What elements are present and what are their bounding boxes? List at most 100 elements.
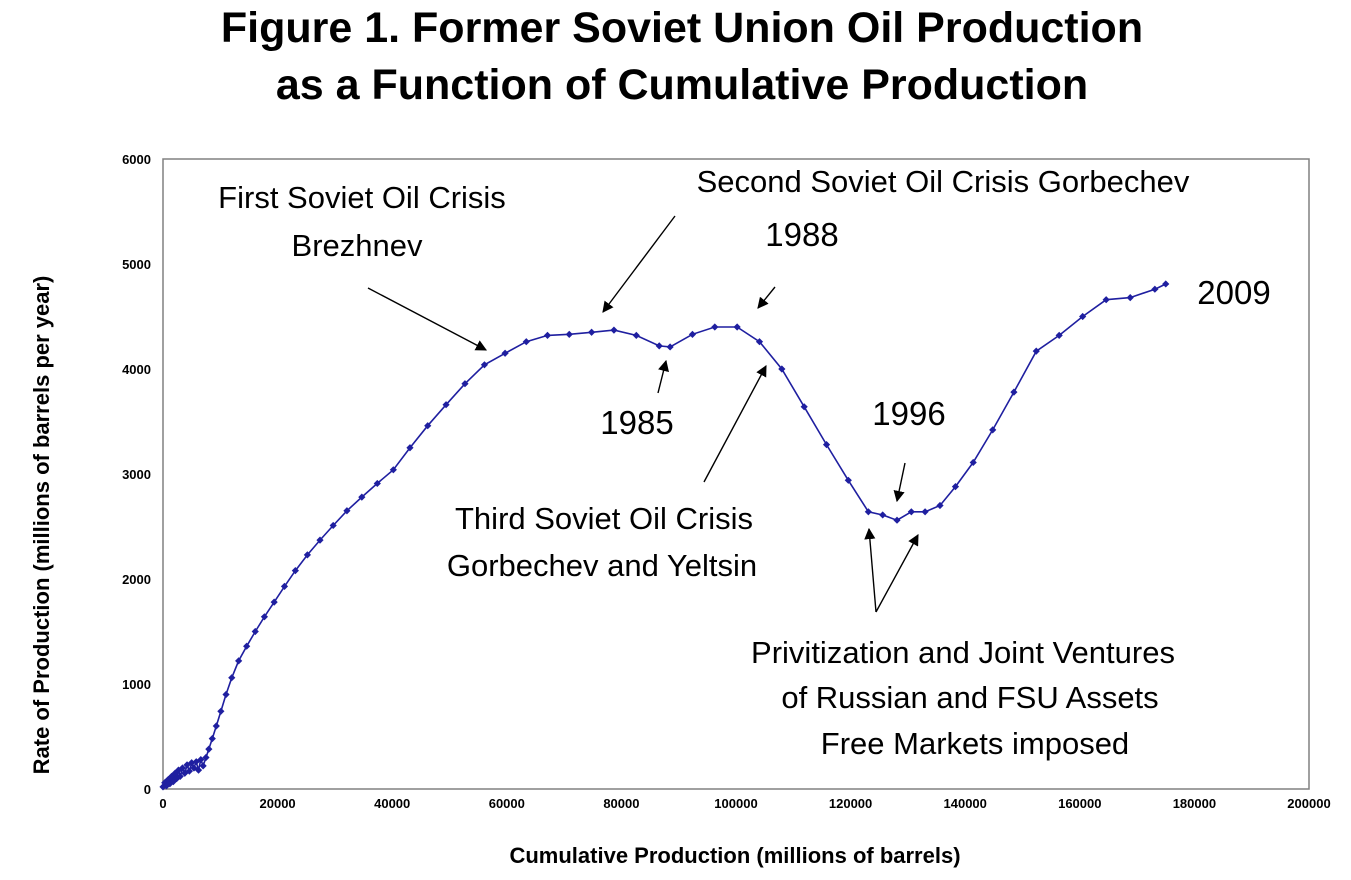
- data-point: [778, 365, 786, 373]
- data-point: [1032, 347, 1040, 355]
- data-point: [373, 479, 381, 488]
- x-tick-label: 120000: [829, 796, 872, 811]
- arrow-first-crisis: [367, 287, 487, 351]
- data-series: [159, 280, 1170, 791]
- data-point: [907, 508, 915, 516]
- data-point: [1126, 294, 1134, 302]
- annotation-arrows: [367, 215, 919, 613]
- x-tick-label: 160000: [1058, 796, 1101, 811]
- data-point: [205, 745, 213, 753]
- data-point: [632, 331, 640, 339]
- y-tick-label: 2000: [122, 572, 151, 587]
- data-point: [711, 323, 719, 331]
- annotation-2009: 2009: [1197, 274, 1270, 311]
- data-point: [212, 722, 220, 730]
- x-axis-ticks: 0 20000 40000 60000 80000 100000 120000 140000 1…: [159, 796, 1330, 811]
- data-point: [424, 422, 432, 430]
- data-point: [217, 707, 225, 715]
- data-point: [936, 501, 944, 510]
- annotation-priv-line1: Privitization and Joint Ventures: [751, 635, 1175, 670]
- data-point: [1151, 285, 1159, 293]
- data-point: [442, 401, 450, 409]
- data-point: [303, 551, 311, 559]
- x-tick-label: 40000: [374, 796, 410, 811]
- data-point: [199, 762, 207, 770]
- data-point: [893, 516, 901, 524]
- y-tick-label: 1000: [122, 677, 151, 692]
- data-point: [222, 690, 230, 699]
- annotation-priv-line2: of Russian and FSU Assets: [781, 680, 1158, 715]
- data-point: [1079, 312, 1087, 321]
- y-axis-ticks: 0 1000 2000 3000 4000 5000 6000: [122, 152, 151, 797]
- data-point: [951, 483, 960, 491]
- plot-area: [162, 158, 1310, 790]
- data-point: [389, 466, 397, 474]
- data-point: [844, 476, 852, 484]
- annotation-third-crisis-line2: Gorbechev and Yeltsin: [447, 548, 757, 583]
- data-point: [879, 511, 887, 519]
- data-point: [235, 657, 243, 665]
- data-point: [406, 444, 414, 452]
- chart-title-line2: as a Function of Cumulative Production: [276, 61, 1088, 109]
- data-point: [864, 508, 872, 516]
- data-point: [543, 331, 552, 339]
- y-tick-label: 6000: [122, 152, 151, 167]
- annotation-1988: 1988: [765, 216, 838, 253]
- x-tick-label: 60000: [489, 796, 525, 811]
- data-point: [176, 772, 184, 780]
- data-point: [208, 735, 216, 743]
- data-point: [280, 582, 289, 590]
- arrow-1996: [893, 462, 906, 503]
- data-point: [989, 426, 997, 434]
- data-point: [588, 328, 596, 336]
- data-point: [343, 507, 351, 515]
- annotation-second-crisis: Second Soviet Oil Crisis Gorbechev: [697, 164, 1190, 199]
- arrow-1988: [757, 286, 776, 309]
- data-point: [480, 361, 489, 369]
- y-tick-label: 5000: [122, 257, 151, 272]
- x-tick-label: 20000: [260, 796, 296, 811]
- annotation-first-crisis-line1: First Soviet Oil Crisis: [218, 180, 506, 215]
- data-point: [655, 342, 663, 350]
- data-point: [1162, 280, 1170, 288]
- data-point: [610, 326, 618, 334]
- y-axis-label: Rate of Production (millions of barrels …: [29, 276, 54, 775]
- y-tick-label: 0: [144, 782, 151, 797]
- data-point: [1102, 296, 1110, 304]
- data-point: [228, 674, 236, 682]
- data-point: [565, 330, 573, 338]
- data-point: [666, 343, 674, 351]
- data-point: [251, 627, 259, 636]
- arrow-1985: [657, 359, 669, 394]
- data-point: [194, 766, 203, 774]
- data-point: [316, 536, 324, 544]
- data-point: [159, 783, 167, 791]
- data-point: [169, 778, 177, 786]
- x-tick-label: 140000: [944, 796, 987, 811]
- data-point: [192, 758, 200, 766]
- data-point: [461, 380, 469, 388]
- data-point: [329, 521, 337, 530]
- data-point: [270, 598, 278, 606]
- x-tick-label: 0: [159, 796, 166, 811]
- x-tick-label: 180000: [1173, 796, 1216, 811]
- y-tick-label: 3000: [122, 467, 151, 482]
- annotation-priv-line3: Free Markets imposed: [821, 726, 1129, 761]
- x-tick-label: 100000: [714, 796, 757, 811]
- chart-title-line1: Figure 1. Former Soviet Union Oil Produc…: [221, 4, 1143, 52]
- data-point: [178, 764, 187, 772]
- x-axis-label: Cumulative Production (millions of barre…: [509, 843, 960, 868]
- annotation-first-crisis-line2: Brezhnev: [292, 228, 423, 263]
- data-point: [969, 458, 977, 467]
- annotation-1996: 1996: [872, 395, 945, 432]
- data-point: [755, 338, 764, 346]
- annotation-1985: 1985: [600, 404, 673, 441]
- data-point: [260, 613, 269, 621]
- x-tick-label: 200000: [1287, 796, 1330, 811]
- data-point: [501, 349, 509, 357]
- arrow-third-crisis: [703, 365, 767, 483]
- data-point: [358, 493, 366, 501]
- data-point: [243, 642, 251, 650]
- data-point: [522, 338, 530, 346]
